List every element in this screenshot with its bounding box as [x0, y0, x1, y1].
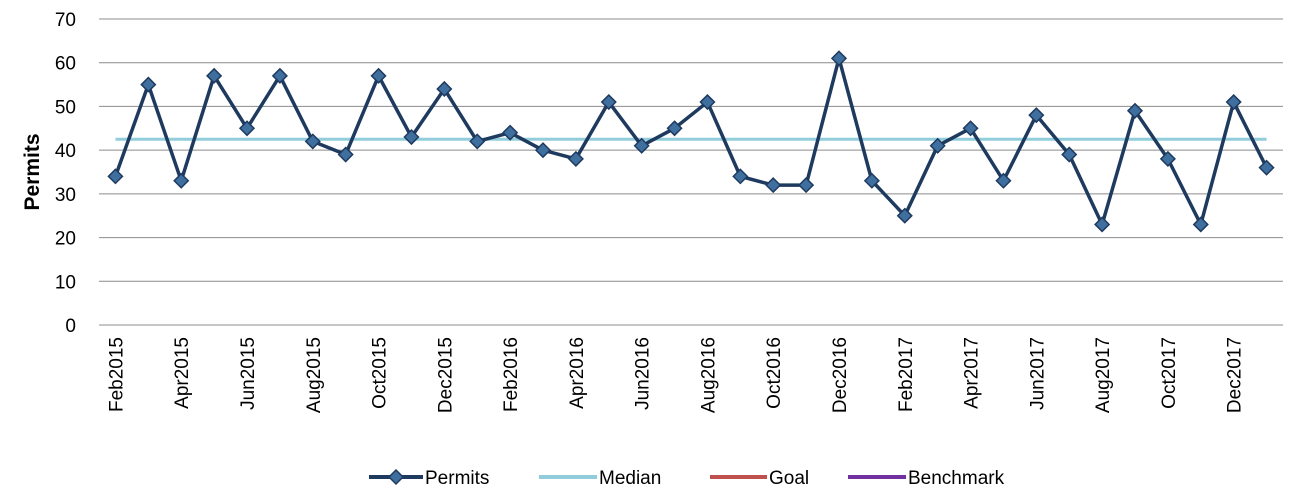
data-point-permits	[896, 207, 913, 224]
data-point-permits	[502, 124, 519, 141]
x-tick-label: Apr2016	[567, 337, 588, 409]
y-tick-label: 60	[55, 54, 76, 75]
data-point-permits	[633, 137, 650, 154]
data-point-permits	[337, 146, 354, 163]
y-tick-label: 30	[55, 185, 76, 206]
x-tick-label: Dec2017	[1225, 337, 1246, 413]
legend-label: Permits	[425, 468, 489, 489]
data-point-permits	[469, 133, 486, 150]
x-tick-label: Jun2016	[633, 337, 654, 410]
x-tick-label: Oct2015	[370, 337, 391, 409]
data-point-permits	[1061, 146, 1078, 163]
data-point-permits	[403, 128, 420, 146]
data-point-permits	[863, 172, 880, 189]
data-point-permits	[600, 93, 617, 111]
data-point-permits	[1028, 107, 1045, 124]
y-tick-label: 70	[55, 10, 76, 31]
x-axis: Feb2015 Apr2015 Jun2015 Aug2015 Oct2015 Dec20…	[106, 337, 1245, 413]
y-tick-label: 40	[55, 141, 76, 162]
x-tick-label: Jun2015	[238, 337, 259, 410]
x-tick-label: Jun2017	[1027, 337, 1048, 410]
data-point-permits	[765, 177, 782, 194]
x-tick-label: Feb2016	[501, 337, 522, 412]
gridlines	[99, 18, 1283, 326]
y-tick-label: 50	[55, 97, 76, 118]
x-tick-label: Dec2016	[830, 337, 851, 413]
x-tick-label: Oct2016	[764, 337, 785, 409]
y-axis: 0 10 20 30 40 50 60 70	[55, 10, 76, 337]
series-group	[107, 50, 1275, 233]
legend-label: Median	[599, 468, 661, 489]
series-line-permits	[113, 56, 1269, 227]
y-tick-label: 10	[55, 272, 76, 293]
x-tick-label: Feb2017	[896, 337, 917, 412]
data-point-permits	[798, 177, 815, 194]
data-point-permits	[173, 172, 190, 189]
x-tick-label: Apr2015	[172, 337, 193, 409]
data-point-permits	[699, 93, 716, 111]
data-point-permits	[1126, 102, 1144, 119]
legend-label: Goal	[769, 468, 809, 489]
data-point-permits	[732, 168, 749, 185]
data-point-permits	[962, 120, 979, 137]
data-point-permits	[1192, 216, 1209, 233]
x-tick-label: Oct2017	[1159, 337, 1180, 409]
data-point-permits	[238, 120, 256, 137]
data-point-permits	[1225, 93, 1242, 111]
x-tick-label: Aug2015	[304, 337, 325, 413]
data-point-permits	[666, 120, 683, 137]
data-point-permits	[140, 76, 157, 93]
data-point-permits	[567, 150, 584, 167]
legend-label: Benchmark	[908, 468, 1005, 489]
data-point-permits	[304, 133, 321, 150]
data-point-permits	[929, 137, 946, 154]
data-point-permits	[436, 80, 453, 98]
data-point-permits	[206, 67, 223, 84]
x-tick-label: Aug2017	[1093, 337, 1114, 413]
legend: Permits Median Goal Benchmark	[369, 468, 1005, 489]
x-tick-label: Apr2017	[962, 337, 983, 409]
x-tick-label: Dec2015	[435, 337, 456, 413]
data-point-permits	[271, 67, 288, 84]
data-point-permits	[1094, 216, 1111, 233]
data-point-permits	[1159, 150, 1176, 167]
data-point-permits	[370, 67, 387, 84]
x-tick-label: Feb2015	[106, 337, 127, 412]
data-point-permits	[1258, 159, 1275, 176]
data-point-permits	[995, 172, 1012, 189]
y-tick-label: 0	[65, 316, 76, 337]
data-point-permits	[534, 142, 552, 159]
x-tick-label: Aug2016	[698, 337, 719, 413]
legend-marker	[387, 468, 405, 486]
y-axis-title: Permits	[21, 133, 44, 210]
data-point-permits	[830, 50, 848, 67]
y-tick-label: 20	[55, 229, 76, 250]
data-point-permits	[107, 168, 124, 185]
